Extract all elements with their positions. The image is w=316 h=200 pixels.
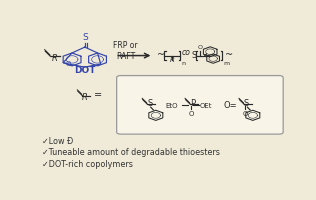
Text: S: S	[147, 99, 152, 108]
Text: =: =	[94, 90, 102, 100]
Text: co: co	[181, 48, 190, 57]
Text: P: P	[190, 99, 195, 108]
Text: OEt: OEt	[199, 103, 212, 109]
Text: ~: ~	[225, 50, 233, 60]
Text: EtO: EtO	[166, 103, 178, 109]
Text: R: R	[170, 57, 175, 63]
Text: S: S	[191, 51, 196, 60]
Text: ~: ~	[156, 50, 165, 60]
Text: O=: O=	[223, 101, 237, 110]
Text: R: R	[82, 93, 88, 102]
Text: O: O	[65, 61, 70, 67]
Text: S: S	[244, 99, 249, 108]
Text: ✓Low Đ: ✓Low Đ	[42, 137, 73, 146]
Text: FRP or
RAFT: FRP or RAFT	[113, 41, 138, 61]
Text: O: O	[242, 111, 248, 117]
Text: R: R	[52, 54, 58, 63]
Text: m: m	[223, 61, 229, 66]
Text: ✓DOT-rich copolymers: ✓DOT-rich copolymers	[42, 160, 133, 169]
Text: O: O	[188, 111, 194, 117]
Text: O: O	[198, 45, 203, 50]
Text: ✓Tuneable amount of degradable thioesters: ✓Tuneable amount of degradable thioester…	[42, 148, 220, 157]
Text: DOT: DOT	[74, 66, 95, 75]
FancyBboxPatch shape	[117, 76, 283, 134]
Text: S: S	[83, 33, 88, 42]
Text: n: n	[181, 61, 185, 66]
